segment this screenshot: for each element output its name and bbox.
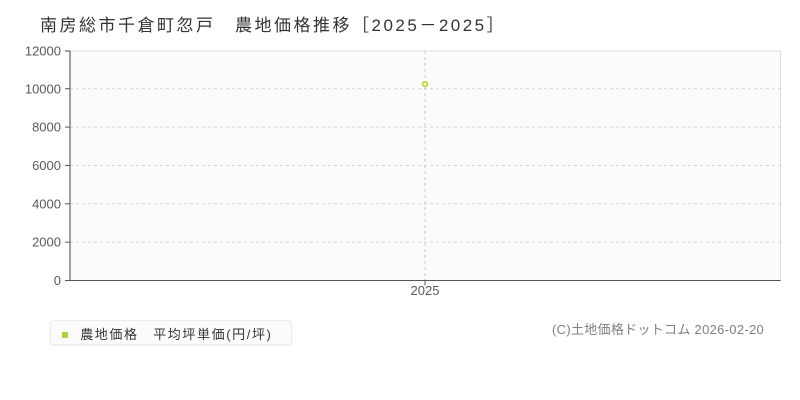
svg-text:12000: 12000 (25, 44, 61, 59)
svg-text:2025: 2025 (411, 283, 440, 298)
svg-text:2000: 2000 (32, 235, 61, 250)
svg-text:8000: 8000 (32, 120, 61, 135)
svg-text:10000: 10000 (25, 81, 61, 96)
svg-text:4000: 4000 (32, 196, 61, 211)
svg-text:6000: 6000 (32, 158, 61, 173)
svg-text:0: 0 (54, 273, 61, 288)
